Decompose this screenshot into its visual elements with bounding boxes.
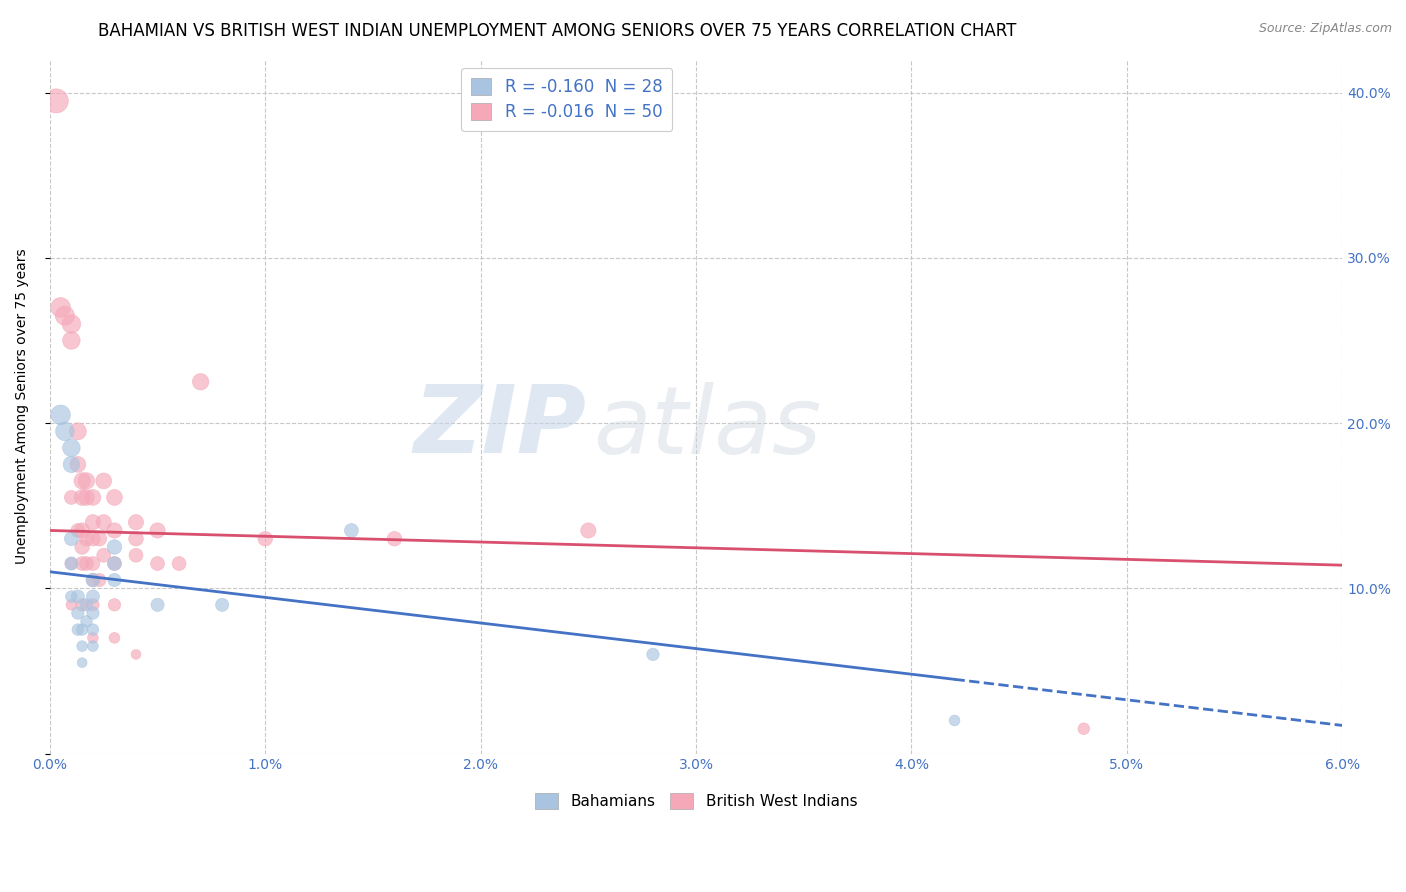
Point (82, 590, 104, 604)
Point (167, 557, 190, 571)
Point (82, 573, 104, 587)
Point (93, 515, 115, 529)
Point (75, 598, 97, 612)
Point (103, 573, 125, 587)
Point (66, 425, 89, 439)
Point (82, 573, 104, 587)
Point (60, 491, 83, 505)
Point (82, 491, 104, 505)
Point (103, 491, 125, 505)
Point (60, 532, 83, 546)
Point (82, 631, 104, 645)
Point (125, 515, 148, 529)
Point (60, 598, 83, 612)
Point (82, 639, 104, 653)
Point (103, 631, 125, 645)
Point (82, 515, 104, 529)
Point (60, 441, 83, 455)
Point (146, 557, 169, 571)
Point (340, 524, 363, 538)
Point (93, 474, 115, 488)
Y-axis label: Unemployment Among Seniors over 75 years: Unemployment Among Seniors over 75 years (15, 249, 30, 565)
Text: ZIP: ZIP (413, 382, 586, 474)
Point (53, 309, 76, 323)
Point (75, 615, 97, 629)
Point (89, 532, 111, 546)
Point (66, 623, 89, 637)
Point (146, 598, 169, 612)
Legend: Bahamians, British West Indians: Bahamians, British West Indians (529, 787, 863, 815)
Point (75, 532, 97, 546)
Point (82, 532, 104, 546)
Point (190, 375, 212, 389)
Point (125, 548, 148, 562)
Point (1073, 722, 1095, 736)
Point (103, 524, 125, 538)
Point (103, 598, 125, 612)
Point (70, 540, 93, 554)
Text: atlas: atlas (593, 382, 821, 473)
Point (60, 557, 83, 571)
Point (82, 606, 104, 620)
Point (125, 532, 148, 546)
Point (66, 458, 89, 472)
Point (70, 491, 93, 505)
Point (943, 714, 966, 728)
Point (70, 598, 93, 612)
Point (70, 623, 93, 637)
Point (45, 94, 67, 108)
Point (211, 598, 233, 612)
Point (66, 606, 89, 620)
Point (103, 557, 125, 571)
Point (66, 524, 89, 538)
Point (146, 524, 169, 538)
Point (60, 590, 83, 604)
Text: BAHAMIAN VS BRITISH WEST INDIAN UNEMPLOYMENT AMONG SENIORS OVER 75 YEARS CORRELA: BAHAMIAN VS BRITISH WEST INDIAN UNEMPLOY… (98, 22, 1017, 40)
Point (70, 639, 93, 653)
Point (70, 474, 93, 488)
Point (75, 474, 97, 488)
Point (93, 548, 115, 562)
Point (125, 648, 148, 662)
Text: Source: ZipAtlas.com: Source: ZipAtlas.com (1258, 22, 1392, 36)
Point (70, 656, 93, 670)
Point (60, 334, 83, 348)
Point (103, 557, 125, 571)
Point (49, 408, 72, 422)
Point (70, 557, 93, 571)
Point (82, 598, 104, 612)
Point (49, 301, 72, 315)
Point (70, 524, 93, 538)
Point (75, 557, 97, 571)
Point (60, 458, 83, 472)
Point (60, 317, 83, 331)
Point (75, 491, 97, 505)
Point (66, 590, 89, 604)
Point (89, 573, 111, 587)
Point (384, 532, 406, 546)
Point (53, 425, 76, 439)
Point (254, 532, 277, 546)
Point (576, 524, 599, 538)
Point (60, 557, 83, 571)
Point (641, 648, 664, 662)
Point (82, 557, 104, 571)
Point (82, 623, 104, 637)
Point (103, 540, 125, 554)
